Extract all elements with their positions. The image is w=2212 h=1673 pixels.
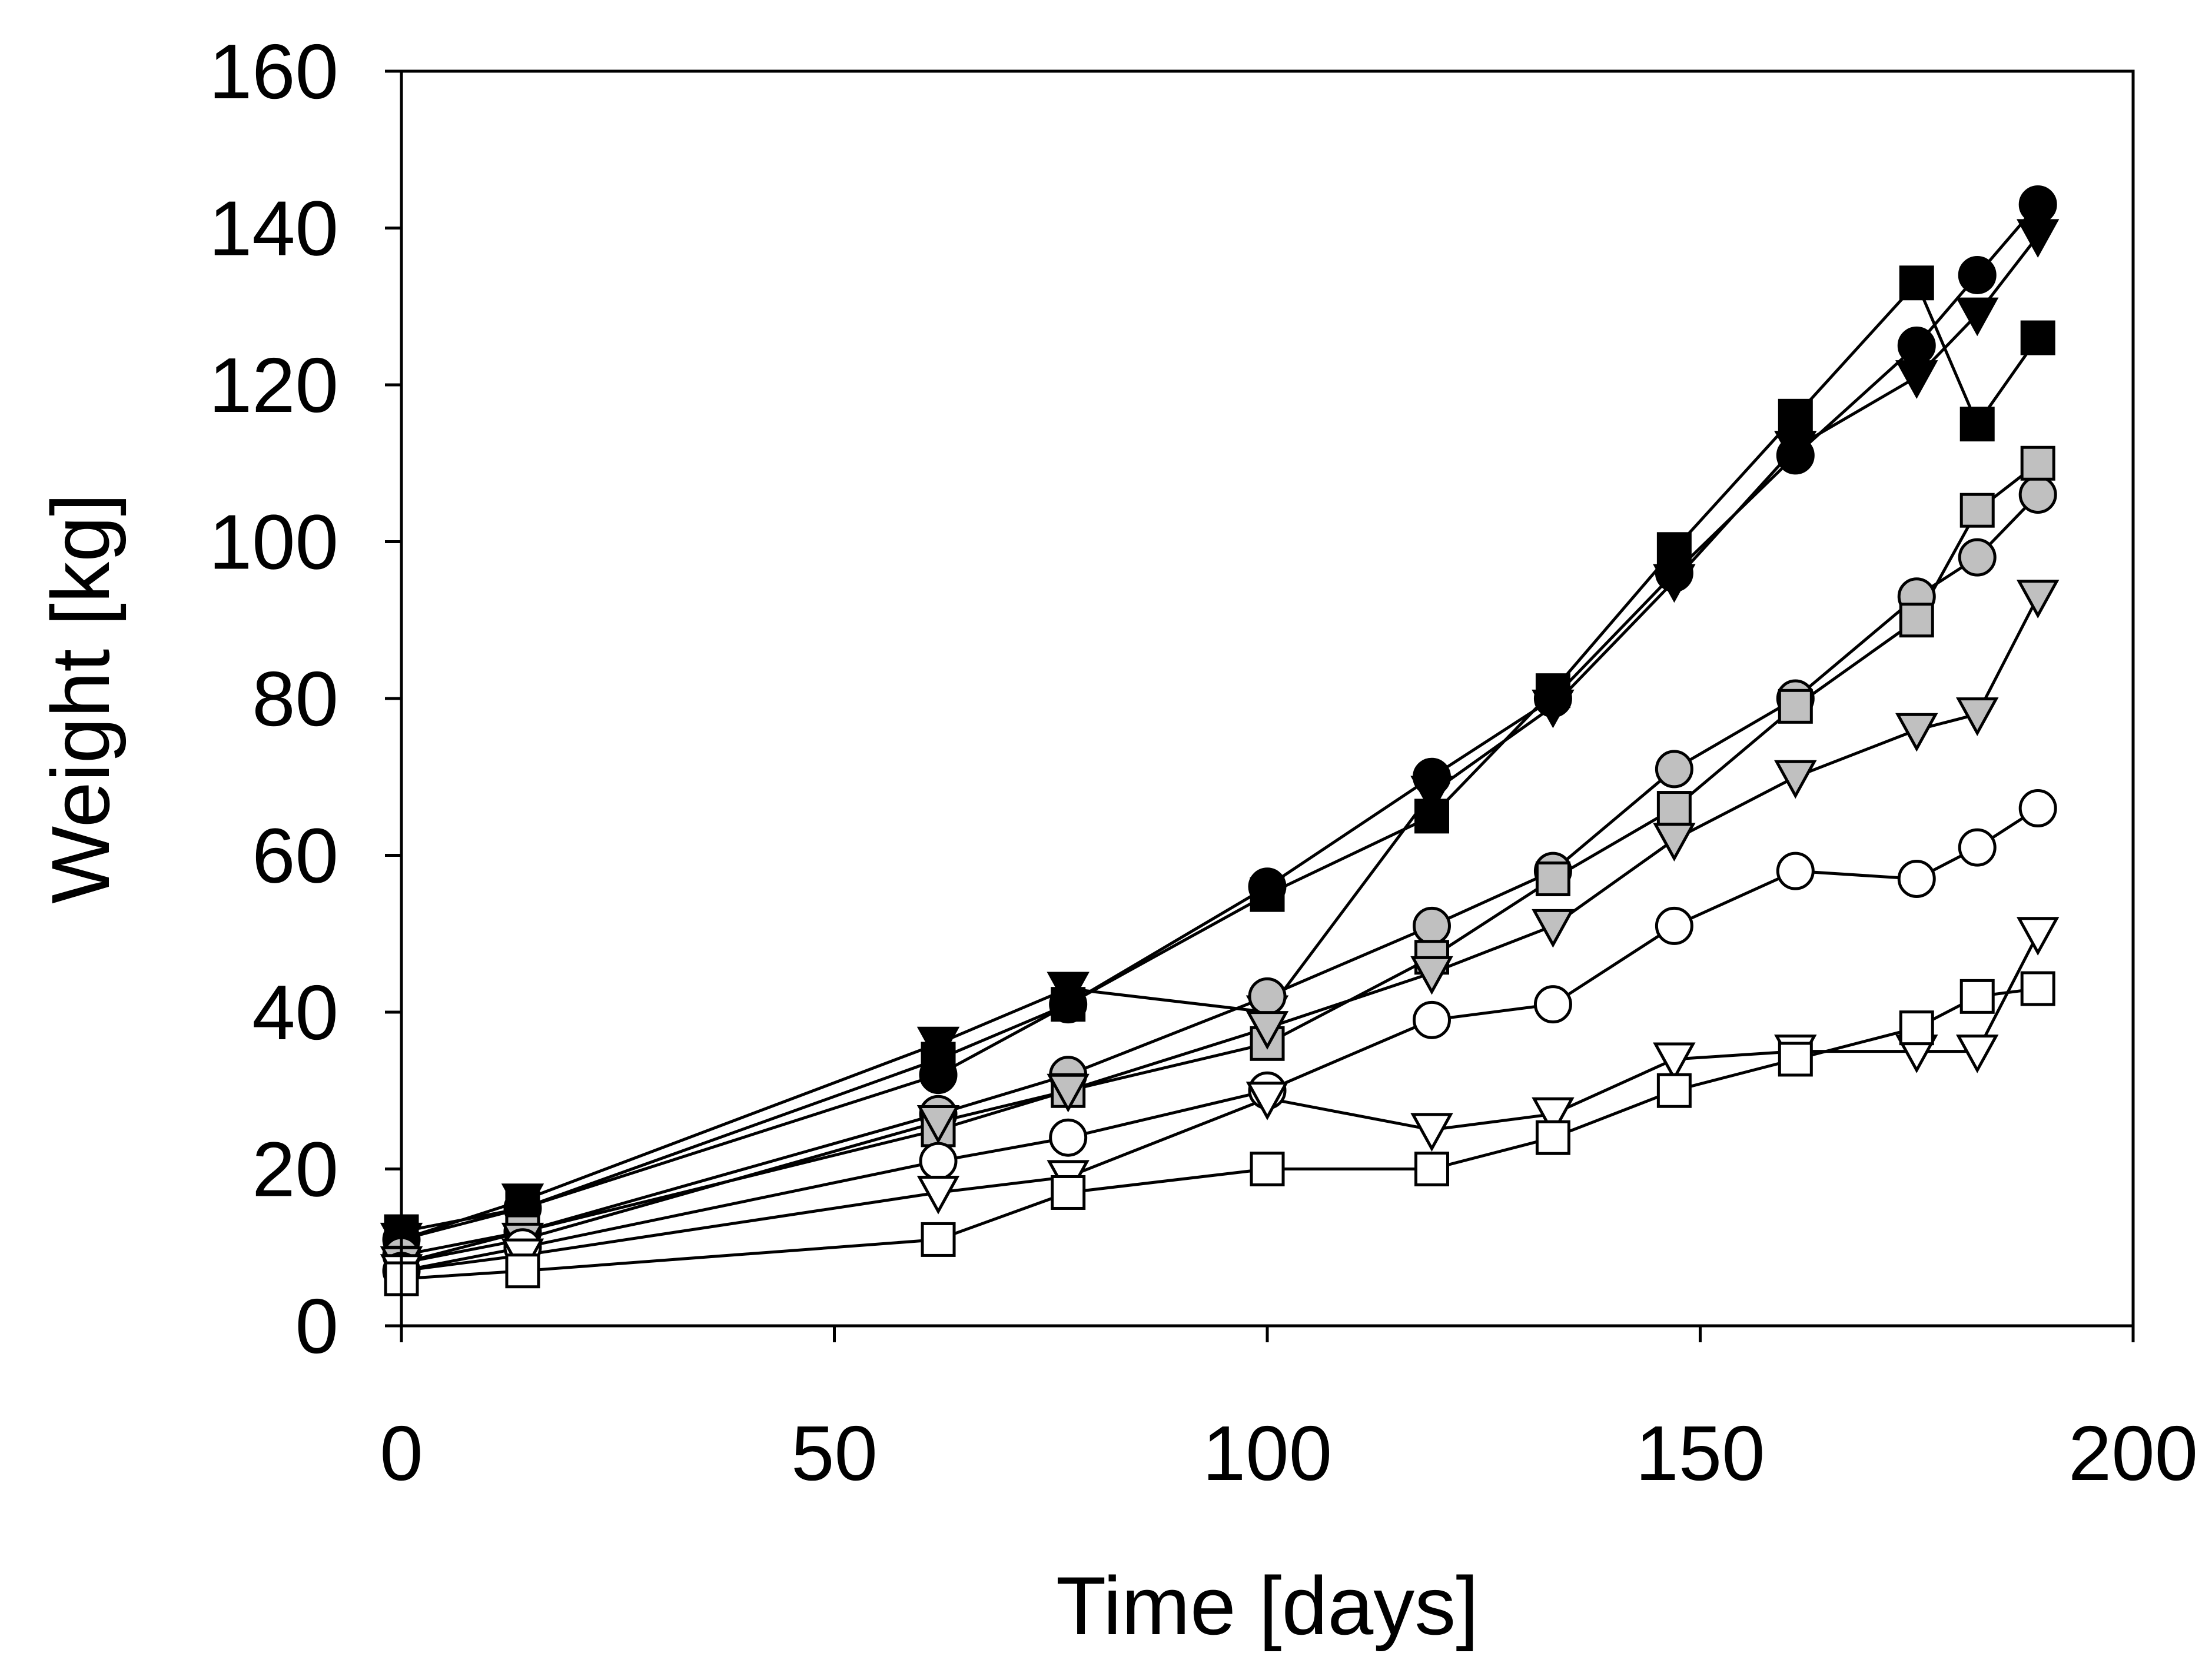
data-point-triangle [1047,972,1090,1011]
data-point-square [1656,532,1692,567]
data-point-triangle [1653,564,1696,603]
data-point-square [1959,493,1995,528]
y-tick-label: 80 [252,656,338,742]
data-point-square [1414,799,1449,834]
data-point-circle [1248,977,1287,1016]
data-point-square [1959,407,1995,442]
x-tick-label: 50 [791,1410,878,1496]
data-point-square [505,1253,540,1289]
data-point-triangle [2016,917,2060,956]
data-point-triangle [1246,1011,1289,1050]
data-point-square [1656,1073,1692,1108]
y-tick-label: 20 [252,1126,338,1213]
data-point-square [1778,398,1813,434]
data-point-circle [2018,789,2057,828]
data-point-square [1250,1152,1285,1186]
y-tick-label: 0 [295,1283,338,1369]
y-tick-label: 140 [209,185,338,272]
data-point-triangle [1955,697,1999,736]
data-point-square [1778,1042,1813,1077]
data-point-triangle [501,1183,544,1222]
x-tick-label: 100 [1203,1410,1332,1496]
data-point-square [921,1222,956,1257]
data-point-square [2020,971,2055,1006]
data-point-square [1899,603,1934,638]
x-tick-label: 200 [2068,1410,2198,1496]
data-point-triangle [916,1105,960,1144]
data-point-circle [1958,538,1997,577]
data-point-triangle [2016,580,2060,618]
data-point-square [1250,877,1285,912]
data-point-triangle [1774,431,1817,470]
data-point-circle [1655,906,1693,945]
x-tick-label: 0 [380,1410,423,1496]
data-point-square [1899,265,1934,301]
data-point-circle [2018,185,2057,224]
data-point-circle [1412,906,1451,945]
data-point-triangle [1532,689,1575,729]
y-tick-label: 40 [252,969,338,1056]
y-axis-title: Weight [kg] [34,493,127,904]
data-point-triangle [1895,713,1938,752]
x-tick-label: 150 [1635,1410,1765,1496]
data-point-circle [1897,859,1936,898]
data-point-triangle [916,1175,960,1215]
data-point-circle [2018,475,2057,514]
data-point-square [1414,1152,1449,1186]
data-point-triangle [1532,909,1575,948]
data-point-square [2020,445,2055,481]
data-point-triangle [1774,760,1817,799]
data-point-square [1051,1175,1086,1210]
data-point-triangle [1246,1082,1289,1120]
data-point-square [2020,320,2055,355]
data-point-triangle [1955,1035,1999,1073]
data-point-circle [1776,852,1815,890]
data-point-circle [919,1142,958,1180]
data-point-circle [1897,326,1936,365]
y-tick-label: 120 [209,342,338,428]
data-point-square [1959,979,1995,1014]
data-point-square [1778,689,1813,724]
data-point-square [1535,861,1570,896]
data-point-square [1899,1010,1934,1046]
data-point-triangle [1532,1097,1575,1136]
data-point-circle [1655,750,1693,789]
axes-layer: 0 50 100 150 200 0 20 40 60 80 100 120 140 160 [209,28,2198,1496]
y-tick-label: 100 [209,499,338,586]
data-point-triangle [1047,1073,1090,1113]
data-point-triangle [1955,297,1999,337]
data-point-triangle [1653,823,1696,862]
data-point-circle [1049,1118,1088,1157]
data-point-triangle [1410,956,1453,995]
data-point-triangle [1410,1113,1453,1152]
data-point-triangle [1410,776,1453,815]
series-layer [380,185,2060,1296]
data-point-square [1535,1120,1570,1155]
data-point-circle [1412,1000,1451,1039]
x-axis-title: Time [days] [1056,1559,1479,1652]
series-line [401,280,2040,1233]
data-point-triangle [1653,1042,1696,1082]
data-point-circle [1958,255,1997,294]
data-point-circle [1533,985,1572,1024]
data-point-circle [1958,828,1997,867]
y-tick-label: 160 [209,28,338,115]
y-tick-label: 60 [252,813,338,899]
data-point-triangle [1895,360,1938,399]
data-point-triangle [2016,219,2060,258]
data-point-triangle [916,1026,960,1066]
data-point-square [1656,791,1692,826]
